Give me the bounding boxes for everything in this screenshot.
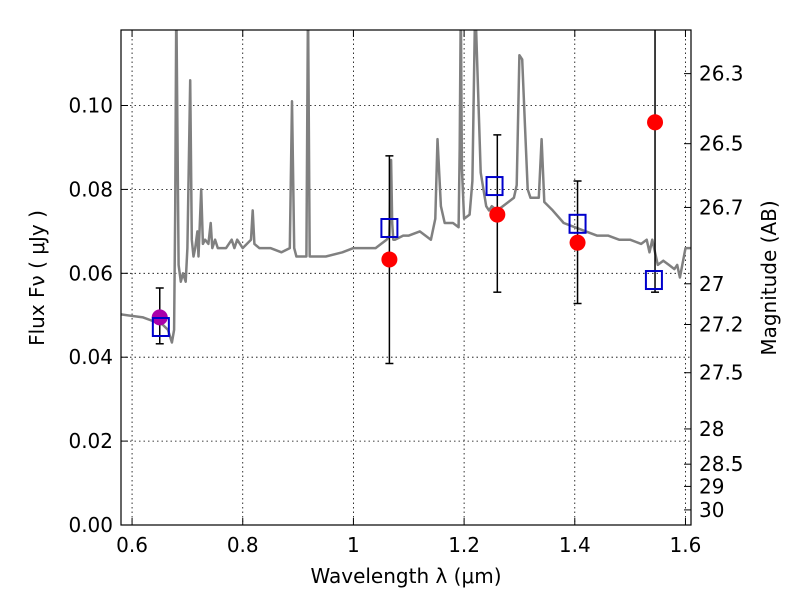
mag-tick-label: 27	[699, 272, 724, 296]
mag-tick-label: 28.5	[699, 452, 744, 476]
mag-tick-label: 26.5	[699, 132, 744, 156]
mag-tick-label: 26.7	[699, 195, 744, 219]
y-tick-label: 0.02	[68, 429, 113, 453]
mag-tick-label: 27.2	[699, 312, 744, 336]
y-tick-label: 0.10	[68, 94, 113, 118]
data-point-circle	[381, 251, 398, 268]
model-point-square	[151, 317, 170, 337]
mag-tick-label: 30	[699, 498, 724, 522]
x-tick-label: 1.2	[448, 533, 480, 557]
model-point-square	[644, 270, 663, 291]
model-point-square	[485, 176, 504, 197]
data-point-circle	[647, 114, 664, 131]
axis-ticks: 0.6 0.8 1 1.2 1.4 1.6 0.00 0.02 0.04 0.06 0.08 0.10…	[68, 30, 744, 557]
x-tick-label: 1.4	[559, 533, 591, 557]
data-point-circle	[569, 234, 586, 251]
x-tick-label: 1.6	[670, 533, 702, 557]
x-axis-title: Wavelength λ (μm)	[310, 564, 501, 588]
model-point-square	[568, 213, 587, 234]
y-tick-label: 0.00	[68, 513, 113, 537]
model-spectrum-line	[121, 30, 691, 344]
y-axis-title-right: Magnitude (AB)	[757, 200, 781, 355]
mag-tick-label: 28	[699, 417, 724, 441]
plot-frame	[120, 29, 692, 526]
mag-tick-label: 26.3	[699, 62, 744, 86]
model-point-square	[380, 218, 399, 238]
x-tick-label: 1	[347, 533, 360, 557]
mag-tick-label: 27.5	[699, 361, 744, 385]
y-axis-title-left: Flux Fν ( μJy )	[25, 210, 49, 346]
data-point-circle	[489, 206, 506, 223]
plot-series	[121, 30, 691, 365]
mag-tick-label: 29	[699, 474, 724, 498]
x-tick-label: 0.8	[227, 533, 259, 557]
y-tick-label: 0.06	[68, 261, 113, 285]
y-tick-label: 0.04	[68, 345, 113, 369]
y-tick-label: 0.08	[68, 177, 113, 201]
x-tick-label: 0.6	[116, 533, 148, 557]
